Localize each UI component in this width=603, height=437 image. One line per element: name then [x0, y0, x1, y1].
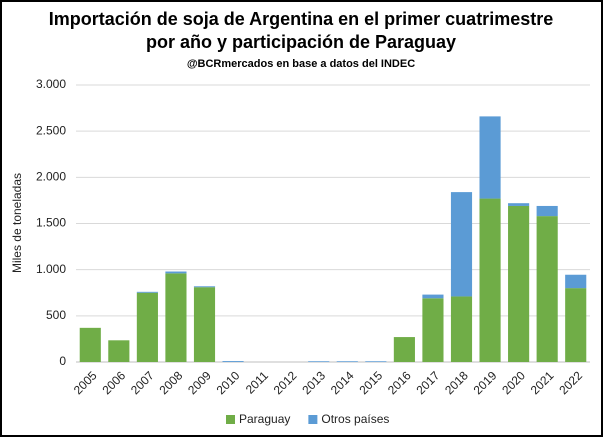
bar-segment [136, 292, 158, 362]
y-tick-label: 2.500 [36, 123, 66, 137]
y-tick-label: 1.500 [36, 216, 66, 230]
y-tick-label: 500 [46, 308, 66, 322]
chart-title: Importación de soja de Argentina en el p… [49, 9, 553, 29]
bar-segment [193, 286, 216, 288]
bar-segment [450, 296, 473, 362]
source: @BCRmercados en base a datos del INDEC [187, 58, 415, 70]
bar-segment [222, 361, 244, 362]
y-axis-label: Miles de toneladas [10, 173, 24, 273]
bar-segment [165, 271, 187, 274]
bar-segment [450, 192, 473, 297]
bar-segment [508, 203, 530, 206]
chart-subtitle: por año y participación de Paraguay [146, 32, 456, 52]
bar-segment [336, 361, 358, 362]
bar-segment [365, 361, 387, 362]
bar-segment [422, 298, 444, 362]
legend-label: Paraguay [239, 412, 290, 426]
bar-segment [479, 198, 501, 362]
y-tick-label: 0 [59, 354, 66, 368]
bar-segment [508, 205, 530, 362]
legend-swatch [308, 415, 318, 424]
bar-segment [565, 274, 587, 289]
y-tick-label: 2.000 [36, 170, 66, 184]
y-tick-label: 3.000 [36, 77, 66, 91]
bar-segment [422, 294, 444, 299]
bar-segment [536, 216, 558, 362]
bar-segment [165, 273, 187, 362]
y-tick-label: 1.000 [36, 262, 66, 276]
legend-label: Otros países [321, 412, 389, 426]
bar-segment [136, 291, 158, 293]
bar-segment [565, 288, 587, 362]
bar-segment [479, 116, 501, 199]
bar-segment [308, 361, 330, 362]
bar-segment [536, 205, 558, 217]
bar-segment [108, 340, 130, 362]
bar-segment [393, 337, 415, 362]
bar-segment [193, 287, 216, 362]
bar-segment [79, 327, 101, 362]
legend-swatch [226, 415, 235, 424]
